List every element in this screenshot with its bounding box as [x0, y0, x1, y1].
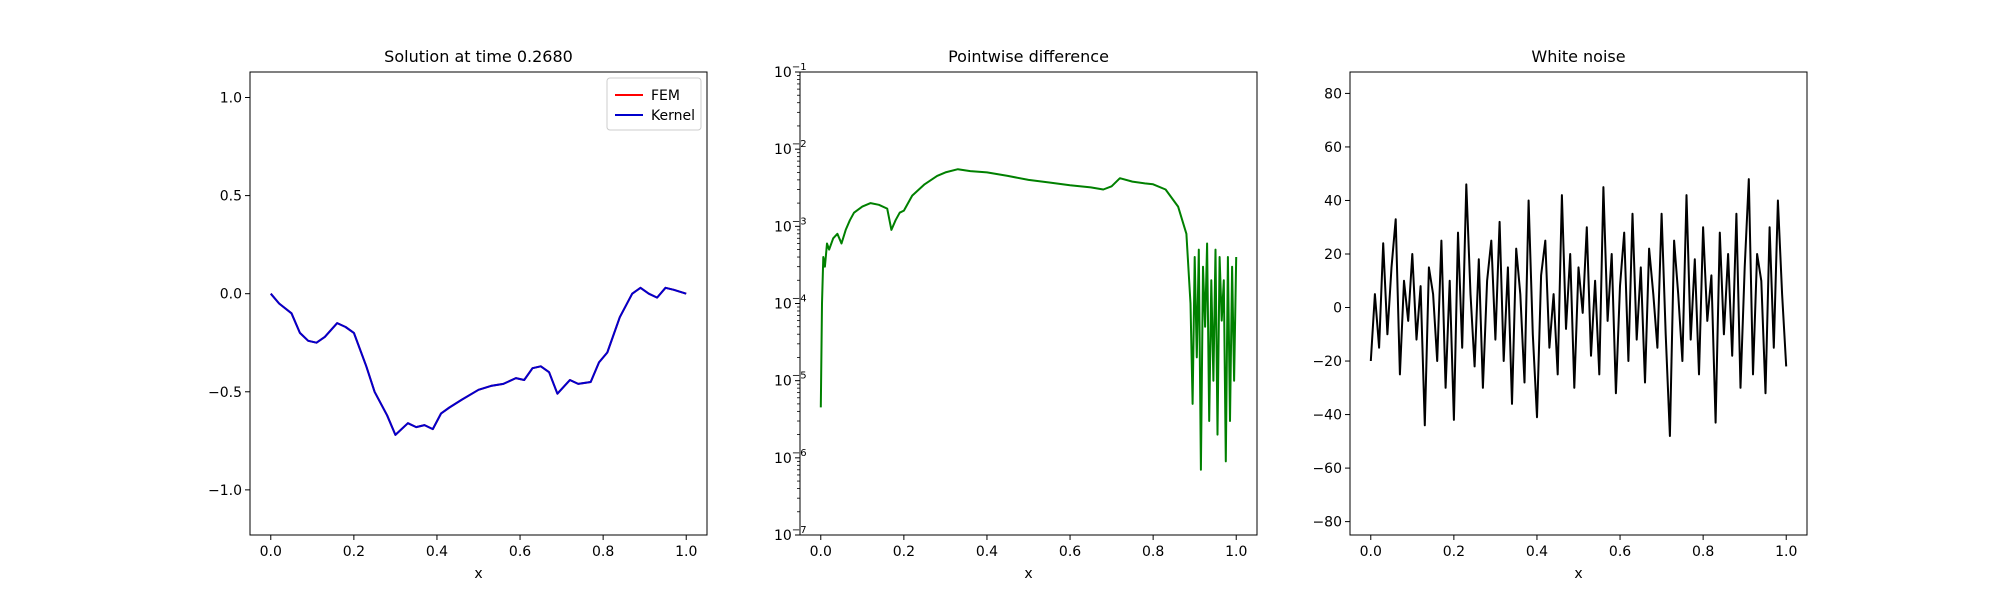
x-tick-label: 0.8	[1142, 544, 1164, 560]
x-tick-label: 0.2	[1443, 544, 1465, 560]
x-tick-label: 0.2	[343, 544, 365, 560]
y-tick-label: −80	[1312, 515, 1342, 531]
series-line	[819, 168, 1238, 471]
legend-entry-kernel: Kernel	[651, 108, 695, 124]
x-tick-label: 0.8	[592, 544, 614, 560]
y-tick-label: 10−2	[774, 139, 807, 158]
y-tick-label: 60	[1324, 140, 1342, 156]
y-tick-label: −40	[1312, 408, 1342, 424]
chart-solution: Solution at time 0.2680 0.0 0.2 0.4 0.6 0.8 1.…	[208, 47, 708, 582]
x-tick-label: 1.0	[675, 544, 697, 560]
y-tick-label: 10−5	[774, 371, 807, 390]
x-tick-label: 0.8	[1692, 544, 1714, 560]
x-tick-label: 0.0	[810, 544, 832, 560]
x-tick-label: 1.0	[1225, 544, 1247, 560]
x-tick-label: 0.4	[1526, 544, 1548, 560]
y-tick-label: 10−4	[774, 294, 807, 313]
axes-frame	[249, 71, 708, 536]
legend-entry-fem: FEM	[651, 88, 680, 104]
y-tick-label: 10−3	[774, 216, 807, 235]
x-tick-label: 0.0	[260, 544, 282, 560]
x-tick-label: 0.6	[509, 544, 531, 560]
series-line-kernel	[270, 286, 687, 436]
legend-box	[606, 77, 702, 131]
x-tick-label: 0.6	[1609, 544, 1631, 560]
y-tick-label: 20	[1324, 247, 1342, 263]
chart-title: Pointwise difference	[948, 47, 1109, 66]
x-tick-label: 1.0	[1775, 544, 1797, 560]
x-tick-label: 0.4	[976, 544, 998, 560]
y-tick-label: 10−6	[774, 448, 807, 467]
x-axis-label: x	[474, 566, 482, 582]
y-tick-label: 10−7	[774, 525, 807, 544]
chart-title: White noise	[1531, 47, 1625, 66]
y-tick-label: 0	[1333, 301, 1342, 317]
y-tick-label: −60	[1312, 461, 1342, 477]
y-tick-label: 40	[1324, 193, 1342, 209]
chart-difference: Pointwise difference 0.0 0.2 0.4 0.6 0.8 1.0 x 1…	[774, 47, 1258, 582]
legend: FEM Kernel	[606, 77, 702, 131]
y-tick-label: 1.0	[220, 91, 242, 107]
x-tick-label: 0.6	[1059, 544, 1081, 560]
axes-frame	[1349, 71, 1808, 536]
y-tick-label: −20	[1312, 354, 1342, 370]
y-tick-label: 10−1	[774, 62, 807, 81]
y-tick-label: 0.5	[220, 189, 242, 205]
series-line	[1369, 178, 1788, 437]
x-axis-label: x	[1574, 566, 1582, 582]
chart-noise: White noise 0.0 0.2 0.4 0.6 0.8 1.0 x −80 −60 −40 −…	[1312, 47, 1808, 582]
x-tick-label: 0.4	[426, 544, 448, 560]
y-tick-label: 0.0	[220, 287, 242, 303]
x-axis-label: x	[1024, 566, 1032, 582]
y-tick-label: −0.5	[208, 385, 242, 401]
y-tick-label: 80	[1324, 86, 1342, 102]
x-tick-label: 0.0	[1360, 544, 1382, 560]
chart-title: Solution at time 0.2680	[384, 47, 573, 66]
axes-frame	[799, 71, 1258, 536]
x-tick-label: 0.2	[893, 544, 915, 560]
y-tick-label: −1.0	[208, 483, 242, 499]
